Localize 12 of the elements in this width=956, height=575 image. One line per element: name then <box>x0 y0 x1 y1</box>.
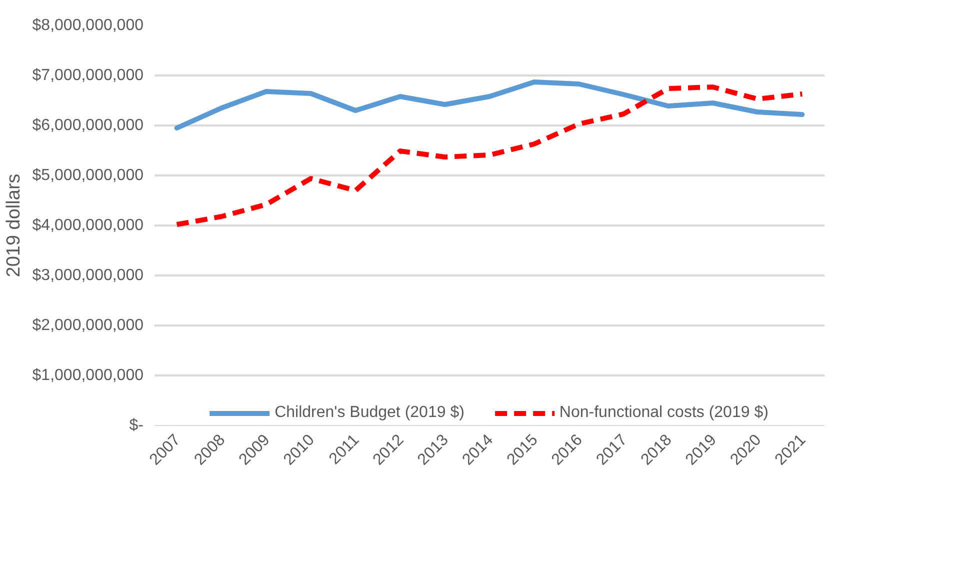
y-tick-label: $7,000,000,000 <box>32 67 144 84</box>
y-tick-label: $6,000,000,000 <box>32 117 144 134</box>
y-axis-title: 2019 dollars <box>3 174 24 278</box>
y-tick-label: $3,000,000,000 <box>32 267 144 284</box>
y-tick-label: $1,000,000,000 <box>32 367 144 384</box>
y-tick-label: $8,000,000,000 <box>32 17 144 34</box>
legend-label: Children's Budget (2019 $) <box>274 404 464 422</box>
y-tick-label: $- <box>129 417 144 434</box>
y-tick-label: $4,000,000,000 <box>32 217 144 234</box>
y-tick-label: $5,000,000,000 <box>32 167 144 184</box>
y-tick-label: $2,000,000,000 <box>32 317 144 334</box>
legend-label: Non-functional costs (2019 $) <box>559 404 768 422</box>
